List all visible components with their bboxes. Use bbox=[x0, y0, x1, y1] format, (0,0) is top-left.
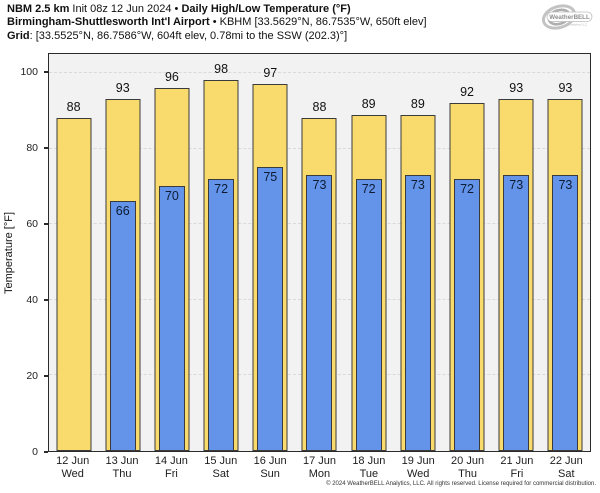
station-name: Birmingham-Shuttlesworth Int'l Airport bbox=[7, 16, 210, 29]
y-tick-label: 80 bbox=[26, 142, 38, 154]
y-tick-label: 100 bbox=[20, 66, 38, 78]
init-time: Init 08z 12 Jun 2024 • bbox=[69, 3, 182, 15]
high-value-label: 89 bbox=[410, 96, 425, 111]
header-line-1: NBM 2.5 km Init 08z 12 Jun 2024 • Daily … bbox=[7, 3, 427, 16]
x-tick-label: 14 Jun Fri bbox=[154, 455, 188, 480]
bar-group: 96 70 bbox=[147, 54, 196, 451]
logo-brand-text: WeatherBELL bbox=[549, 14, 590, 21]
bar-group: 88 bbox=[49, 54, 98, 451]
bar-group: 93 73 bbox=[492, 54, 541, 451]
header-line-2: Birmingham-Shuttlesworth Int'l Airport •… bbox=[7, 16, 427, 29]
bar-group: 93 73 bbox=[541, 54, 590, 451]
y-tick-label: 0 bbox=[32, 446, 38, 458]
y-tick-mark bbox=[44, 299, 48, 301]
low-value-label: 73 bbox=[410, 178, 425, 192]
low-value-label: 72 bbox=[460, 181, 474, 196]
y-tick-mark bbox=[44, 451, 48, 453]
low-value-label: 73 bbox=[509, 178, 524, 192]
y-axis: 0 20 40 60 80 100 bbox=[0, 53, 48, 458]
high-value-label: 93 bbox=[558, 81, 573, 96]
low-bar: 73 bbox=[552, 175, 579, 451]
station-coords: • KBHM [33.5629°N, 86.7535°W, 650ft elev… bbox=[209, 16, 427, 29]
low-bar: 72 bbox=[208, 178, 235, 451]
bar-group: 89 73 bbox=[393, 54, 442, 451]
low-value-label: 75 bbox=[263, 170, 278, 185]
high-value-label: 96 bbox=[164, 70, 179, 85]
bar-group: 93 66 bbox=[98, 54, 147, 451]
x-tick-label: 18 Jun Tue bbox=[352, 455, 386, 480]
low-value-label: 72 bbox=[214, 181, 229, 196]
y-tick-mark bbox=[44, 147, 48, 149]
low-value-label: 70 bbox=[164, 189, 179, 204]
bar-group: 98 72 bbox=[197, 54, 246, 451]
x-axis-labels: 12 Jun Wed 13 Jun Thu 14 Jun Fri 15 Jun Sat 16 J… bbox=[48, 455, 591, 480]
x-tick-label: 17 Jun Mon bbox=[302, 455, 336, 480]
high-value-label: 89 bbox=[361, 96, 376, 111]
y-tick-label: 20 bbox=[26, 369, 38, 382]
low-bar: 73 bbox=[306, 175, 333, 451]
x-tick-label: 12 Jun Wed bbox=[56, 455, 90, 480]
chart-header: NBM 2.5 km Init 08z 12 Jun 2024 • Daily … bbox=[7, 3, 427, 43]
high-value-label: 97 bbox=[263, 66, 278, 81]
low-value-label: 66 bbox=[115, 204, 130, 219]
low-bar: 72 bbox=[355, 178, 382, 451]
chart-title: Daily High/Low Temperature (°F) bbox=[181, 3, 351, 15]
low-bar: 75 bbox=[257, 167, 284, 451]
high-value-label: 88 bbox=[312, 100, 327, 115]
logo-sub-text: Analytics LLC bbox=[569, 23, 588, 27]
gridline bbox=[49, 71, 590, 73]
weatherbell-logo-icon: WeatherBELL Analytics LLC bbox=[541, 4, 593, 30]
x-tick-label: 15 Jun Sat bbox=[204, 455, 238, 480]
bar-group: 88 73 bbox=[295, 54, 344, 451]
model-name: NBM 2.5 km bbox=[7, 3, 70, 15]
low-bar: 72 bbox=[454, 178, 481, 451]
low-value-label: 73 bbox=[558, 178, 573, 192]
y-tick-label: 40 bbox=[26, 294, 38, 306]
high-value-label: 93 bbox=[509, 81, 524, 96]
grid-label: Grid bbox=[7, 29, 30, 42]
low-bar: 73 bbox=[404, 175, 431, 451]
x-tick-label: 19 Jun Wed bbox=[401, 455, 435, 480]
low-value-label: 73 bbox=[312, 178, 327, 192]
bar-group: 97 75 bbox=[246, 54, 295, 451]
x-tick-label: 13 Jun Thu bbox=[105, 455, 139, 480]
y-tick-mark bbox=[44, 223, 48, 225]
x-tick-label: 20 Jun Thu bbox=[451, 455, 485, 480]
high-bar bbox=[56, 118, 92, 451]
high-value-label: 93 bbox=[115, 81, 130, 96]
high-value-label: 92 bbox=[460, 85, 474, 100]
y-tick-label: 60 bbox=[26, 218, 38, 230]
header-line-3: Grid: [33.5525°N, 86.7586°W, 604ft elev,… bbox=[7, 30, 427, 43]
low-bar: 73 bbox=[503, 175, 530, 451]
x-tick-label: 16 Jun Sun bbox=[253, 455, 287, 480]
x-tick-label: 22 Jun Sat bbox=[549, 455, 583, 480]
high-value-label: 88 bbox=[66, 100, 81, 115]
y-tick-mark bbox=[44, 71, 48, 73]
y-tick-mark bbox=[44, 375, 48, 377]
bar-group: 92 72 bbox=[442, 54, 491, 451]
high-value-label: 98 bbox=[214, 62, 229, 77]
grid-coords: : [33.5525°N, 86.7586°W, 604ft elev, 0.7… bbox=[29, 29, 348, 42]
low-bar: 66 bbox=[109, 201, 136, 451]
plot-area: 88 93 66 96 70 98 72 97 75 88 73 89 72 89 73 92 72 93 73 93… bbox=[48, 53, 591, 452]
low-value-label: 72 bbox=[361, 181, 376, 196]
bar-group: 89 72 bbox=[344, 54, 393, 451]
low-bar: 70 bbox=[158, 186, 185, 451]
copyright-text: © 2024 WeatherBELL Analytics, LLC. All r… bbox=[326, 481, 596, 487]
x-tick-label: 21 Jun Fri bbox=[500, 455, 534, 480]
